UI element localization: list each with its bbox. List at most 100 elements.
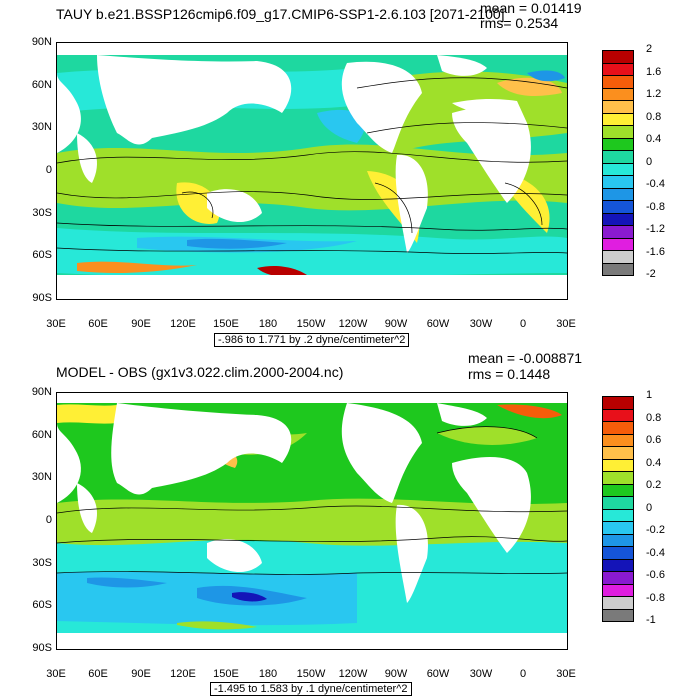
colorbar-swatch — [602, 150, 634, 164]
colorbar-swatch — [602, 250, 634, 264]
lat-label: 60N — [31, 79, 52, 91]
lon-label: 0 — [519, 668, 527, 680]
colorbar-swatch — [602, 496, 634, 510]
colorbar-label: 0.6 — [646, 434, 662, 446]
lon-label: 150W — [296, 668, 326, 680]
colorbar-swatch — [602, 87, 634, 101]
colorbar-swatch — [602, 483, 634, 497]
colorbar-swatch — [602, 125, 634, 139]
colorbar-swatch — [602, 546, 634, 560]
colorbar-swatch — [602, 446, 634, 460]
lat-label: 60S — [32, 599, 52, 611]
colorbar-swatch — [602, 100, 634, 114]
colorbar-swatch — [602, 571, 634, 585]
lat-label: 30S — [32, 207, 52, 219]
colorbar-label: 0.8 — [646, 411, 662, 424]
mean-stat: mean = 0.01419 — [480, 0, 582, 16]
lon-label: 30W — [469, 318, 493, 330]
lon-label: 90E — [131, 668, 151, 680]
colorbar-label: 1.2 — [646, 88, 662, 100]
colorbar-label: -0.2 — [646, 524, 665, 536]
colorbar-swatch — [602, 421, 634, 435]
colorbar-swatch — [602, 471, 634, 485]
lon-label: 0 — [519, 318, 527, 330]
colorbar-swatch — [602, 50, 634, 64]
colorbar-swatch — [602, 583, 634, 597]
colorbar-label: 0.8 — [646, 110, 662, 123]
colorbar-swatch — [602, 508, 634, 522]
lat-label: 60N — [31, 429, 52, 441]
colorbar-swatch — [602, 396, 634, 410]
colorbar-swatch — [602, 608, 634, 622]
colorbar-swatch — [602, 112, 634, 126]
colorbar-label: -1.2 — [646, 223, 665, 235]
lon-label: 30W — [469, 668, 493, 680]
lon-label: 30E — [556, 318, 576, 330]
colorbar-swatch — [602, 62, 634, 76]
lon-label: 60E — [88, 318, 108, 330]
lon-label: 90W — [384, 318, 408, 330]
colorbar-label: -0.8 — [646, 200, 665, 213]
lat-label: 0 — [45, 514, 52, 526]
colorbar-label: 0 — [646, 501, 653, 514]
lon-label: 150E — [213, 668, 239, 680]
lon-label: 90E — [131, 318, 151, 330]
colorbar-swatch — [602, 212, 634, 226]
map-frame — [56, 42, 568, 300]
lon-label: 150W — [296, 318, 326, 330]
colorbar-swatch — [602, 408, 634, 422]
panel-tauy: TAUY b.e21.BSSP126cmip6.f09_g17.CMIP6-SS… — [31, 0, 665, 347]
lon-label: 60W — [426, 318, 450, 330]
colorbar-swatch — [602, 175, 634, 189]
lat-label: 90N — [31, 386, 52, 398]
rms-stat: rms= 0.2534 — [480, 15, 559, 31]
lon-label: 30E — [46, 318, 66, 330]
panel-title: MODEL - OBS (gx1v3.022.clim.2000-2004.nc… — [56, 364, 344, 380]
lon-label: 90W — [384, 668, 408, 680]
map-plot — [57, 393, 567, 649]
colorbar-label: -0.6 — [646, 569, 665, 581]
colorbar-swatch — [602, 225, 634, 239]
lon-label: 180 — [258, 318, 278, 330]
lon-label: 120E — [170, 318, 196, 330]
lon-label: 120W — [338, 318, 368, 330]
lon-label: 30E — [46, 668, 66, 680]
lat-label: 30N — [31, 121, 52, 133]
colorbar-swatch — [602, 596, 634, 610]
colorbar-label: -0.4 — [646, 178, 665, 190]
colorbar-label: 0.4 — [646, 133, 662, 145]
map-plot — [57, 43, 567, 299]
lat-label: 30S — [32, 557, 52, 569]
colorbar-label: -1 — [646, 614, 656, 626]
colorbar-label: -1.6 — [646, 245, 665, 258]
colorbar-swatch — [602, 137, 634, 151]
lon-label: 180 — [258, 668, 278, 680]
contour-range-label: -.986 to 1.771 by .2 dyne/centimeter^2 — [214, 333, 410, 347]
lon-label: 150E — [213, 318, 239, 330]
colorbar-label: -2 — [646, 268, 656, 280]
colorbar-swatch — [602, 187, 634, 201]
lat-label: 90S — [32, 292, 52, 304]
panel-title: TAUY b.e21.BSSP126cmip6.f09_g17.CMIP6-SS… — [56, 6, 505, 22]
colorbar-label: 1 — [646, 389, 653, 401]
rms-stat: rms = 0.1448 — [468, 366, 551, 382]
colorbar-swatch — [602, 162, 634, 176]
colorbar-swatch — [602, 200, 634, 214]
panel-model-obs: MODEL - OBS (gx1v3.022.clim.2000-2004.nc… — [0, 350, 700, 700]
colorbar-label: 0 — [646, 155, 653, 168]
lat-label: 30N — [31, 471, 52, 483]
lon-label: 120E — [170, 668, 196, 680]
colorbar-label: -0.4 — [646, 546, 665, 559]
colorbar-label: 1.6 — [646, 65, 662, 78]
lon-label: 30E — [556, 668, 576, 680]
colorbar-swatch — [602, 521, 634, 535]
lat-label: 60S — [32, 249, 52, 261]
map-frame — [56, 392, 568, 650]
contour-range-label: -1.495 to 1.583 by .1 dyne/centimeter^2 — [210, 682, 412, 696]
lon-label: 60E — [88, 668, 108, 680]
lat-label: 0 — [45, 164, 52, 176]
colorbar-label: -0.8 — [646, 591, 665, 604]
colorbar-label: 0.4 — [646, 456, 662, 469]
colorbar-swatch — [602, 262, 634, 276]
colorbar-swatch — [602, 533, 634, 547]
